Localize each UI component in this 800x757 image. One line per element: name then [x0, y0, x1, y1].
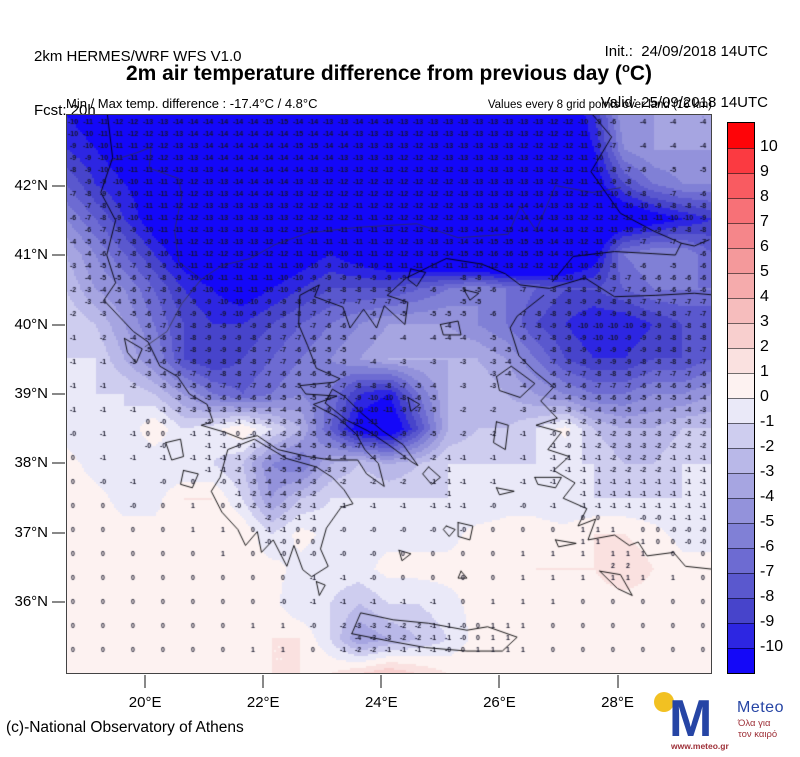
lat-tick-label: 40°N: [14, 315, 48, 333]
colorbar-block: [728, 648, 754, 673]
colorbar-block: [728, 348, 754, 373]
colorbar-block: [728, 548, 754, 573]
lat-tick-label: 41°N: [14, 246, 48, 264]
lat-tick-label: 38°N: [14, 454, 48, 472]
colorbar-label: -10: [760, 638, 784, 655]
colorbar-block: [728, 248, 754, 273]
lat-tick: [52, 531, 65, 534]
colorbar-block: [728, 323, 754, 348]
colorbar-label: -6: [760, 538, 775, 555]
colorbar-block: [728, 148, 754, 173]
colorbar-label: 2: [760, 338, 769, 355]
lat-tick: [52, 393, 65, 395]
colorbar-label: -5: [760, 513, 775, 530]
sun-icon: [654, 692, 674, 712]
meteo-tagline: Όλα για τον καιρό: [738, 718, 777, 740]
colorbar-block: [728, 373, 754, 398]
meteo-url: www.meteo.gr: [671, 741, 729, 751]
title-text: 2m air temperature difference from previ…: [125, 62, 622, 85]
colorbar-block: [728, 223, 754, 248]
colorbar-label: 5: [760, 263, 769, 280]
lon-tick-label: 26°E: [483, 694, 516, 711]
colorbar-block: [728, 423, 754, 448]
colorbar-label: -2: [760, 438, 775, 455]
lat-tick: [52, 184, 65, 187]
lon-tick: [262, 675, 265, 688]
colorbar-block: [728, 498, 754, 523]
colorbar-label: 3: [760, 313, 769, 330]
meteo-tagline-line1: Όλα για: [738, 718, 771, 729]
grid-points-note: Values every 8 grid points over land (16…: [487, 99, 712, 111]
lon-tick-label: 24°E: [364, 694, 398, 711]
lon-tick-label: 28°E: [601, 694, 634, 711]
meteo-tagline-line2: τον καιρό: [738, 729, 778, 740]
colorbar-label: 0: [760, 388, 769, 405]
colorbar-block: [728, 573, 754, 598]
map-canvas: [66, 114, 712, 674]
colorbar-block: [728, 298, 754, 323]
lat-tick-label: 42°N: [14, 176, 48, 194]
colorbar-block: [728, 173, 754, 198]
meteo-m-logo: M: [669, 690, 712, 748]
colorbar-label: 6: [760, 238, 769, 255]
lat-tick-label: 37°N: [14, 523, 48, 541]
copyright-credit: (c)-National Observatory of Athens: [6, 719, 244, 736]
lon-tick: [616, 675, 619, 688]
minmax-note: Min / Max temp. difference : -17.4°C / 4…: [66, 96, 318, 111]
lat-tick-label: 39°N: [14, 385, 48, 402]
colorbar-block: [728, 398, 754, 423]
colorbar-label: -7: [760, 563, 775, 580]
lon-tick-label: 22°E: [246, 694, 280, 711]
init-time: Init.: 24/09/2018 14UTC: [604, 43, 768, 60]
colorbar: [727, 122, 755, 674]
colorbar-label: 10: [760, 138, 778, 155]
run-info: Init.: 24/09/2018 14UTC Valid: 25/09/201…: [601, 9, 768, 128]
lat-tick: [52, 323, 65, 326]
title-degree-sup: o: [621, 60, 630, 75]
colorbar-label: -9: [760, 613, 775, 630]
lon-tick: [380, 675, 383, 688]
lon-tick: [144, 675, 147, 688]
title-unit: C): [629, 62, 653, 85]
lat-tick-label: 36°N: [14, 593, 48, 611]
colorbar-block: [728, 448, 754, 473]
colorbar-block: [728, 123, 754, 148]
meteo-brand: Meteo: [737, 699, 784, 716]
colorbar-block: [728, 598, 754, 623]
lon-tick-label: 20°E: [128, 694, 162, 711]
colorbar-label: -1: [760, 413, 775, 430]
colorbar-block: [728, 523, 754, 548]
page-title: 2m air temperature difference from previ…: [66, 60, 712, 86]
lat-tick: [52, 254, 65, 257]
colorbar-block: [728, 473, 754, 498]
valid-time: Valid: 25/09/2018 14UTC: [600, 94, 768, 111]
colorbar-block: [728, 623, 754, 648]
colorbar-block: [728, 273, 754, 298]
lon-tick: [498, 675, 501, 688]
lat-tick: [52, 462, 65, 465]
colorbar-label: 8: [760, 188, 769, 205]
colorbar-label: -8: [760, 588, 775, 605]
colorbar-label: -4: [760, 488, 775, 505]
colorbar-block: [728, 198, 754, 223]
colorbar-label: 9: [760, 163, 769, 180]
colorbar-label: 4: [760, 288, 769, 305]
model-name: 2km HERMES/WRF WFS V1.0: [34, 48, 242, 65]
lat-tick: [52, 601, 65, 604]
colorbar-label: 7: [760, 213, 769, 230]
colorbar-label: 1: [760, 363, 769, 380]
colorbar-label: -3: [760, 463, 775, 480]
